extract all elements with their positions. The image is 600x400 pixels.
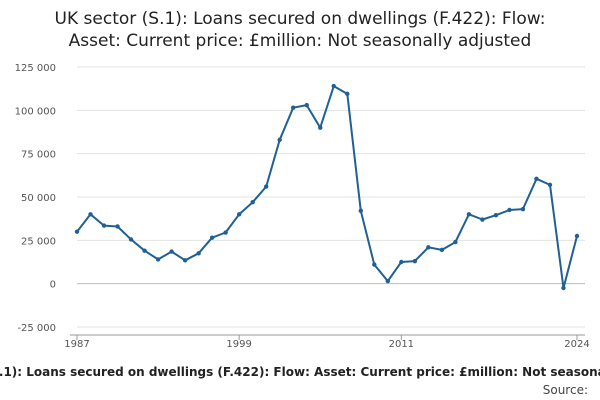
data-point — [88, 212, 93, 217]
data-point — [412, 258, 418, 264]
y-tick-label: 100 000 — [15, 106, 56, 117]
data-point — [372, 262, 377, 267]
data-point — [155, 257, 161, 262]
data-point — [507, 207, 512, 213]
data-point — [291, 105, 296, 110]
data-point — [547, 182, 553, 188]
data-point — [250, 200, 255, 205]
data-point — [520, 206, 526, 212]
data-point — [263, 184, 269, 189]
source-label: Source: — [543, 383, 588, 397]
y-axis-ticks: 125 000 100 000 75 000 50 000 25 000 0 -25 000 — [15, 63, 56, 334]
data-point — [453, 239, 458, 245]
data-point — [574, 233, 580, 239]
x-axis-ticks: 1987 1999 2011 2024 — [64, 335, 590, 350]
data-point — [74, 229, 80, 234]
data-point — [480, 217, 485, 222]
data-point — [101, 223, 107, 228]
x-tick-label: 2024 — [564, 339, 589, 350]
data-point — [236, 212, 242, 217]
x-tick-label: 1987 — [64, 339, 89, 350]
chart-title-line-2: Asset: Current price: £million: Not seas… — [69, 31, 532, 51]
data-point — [426, 245, 431, 250]
data-point — [534, 176, 539, 181]
data-point — [331, 83, 336, 89]
data-point — [196, 251, 201, 256]
legend-entry: UK sector (S.1): Loans secured on dwelli… — [0, 365, 600, 379]
chart-title-line-1: UK sector (S.1): Loans secured on dwelli… — [55, 9, 546, 29]
y-tick-label: 50 000 — [21, 193, 56, 204]
data-point — [399, 259, 404, 265]
data-point — [277, 137, 282, 142]
data-point — [223, 230, 228, 235]
y-tick-label: 75 000 — [21, 150, 56, 161]
data-point — [466, 212, 472, 217]
grid-lines — [77, 66, 585, 328]
data-point — [304, 102, 309, 108]
data-point — [385, 278, 391, 284]
x-tick-label: 2011 — [389, 339, 414, 350]
data-point — [345, 91, 350, 97]
data-point — [128, 237, 134, 242]
x-tick-label: 1999 — [226, 339, 251, 350]
y-tick-label: 25 000 — [21, 236, 56, 247]
data-point — [115, 224, 120, 229]
data-point — [182, 258, 188, 263]
data-point — [142, 248, 147, 253]
data-point — [209, 235, 215, 240]
series-area — [74, 83, 580, 291]
data-point — [318, 125, 323, 130]
y-tick-label: 0 — [50, 280, 56, 291]
data-point — [561, 285, 566, 291]
data-point — [169, 249, 174, 254]
y-tick-label: -25 000 — [17, 323, 56, 334]
data-point — [358, 208, 363, 214]
y-tick-label: 125 000 — [15, 63, 56, 74]
series-line — [76, 85, 578, 289]
data-point — [439, 247, 445, 253]
data-point — [493, 213, 499, 218]
